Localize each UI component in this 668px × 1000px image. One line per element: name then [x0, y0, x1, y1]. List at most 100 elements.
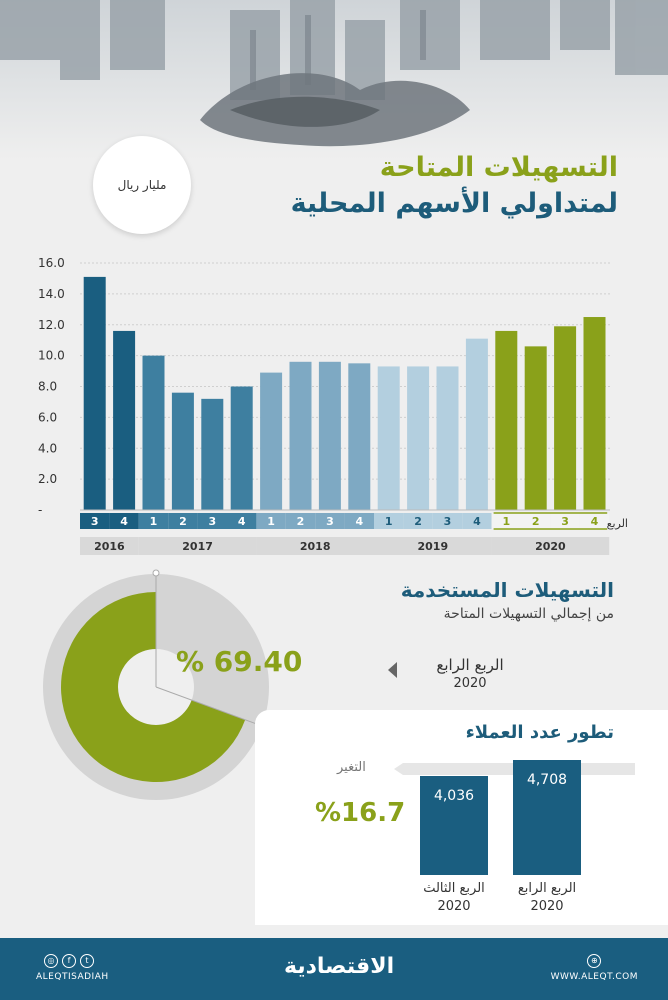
bar [289, 361, 312, 510]
y-tick-label: 4.0 [38, 441, 57, 455]
client-bar-value: 4,036 [433, 788, 475, 805]
donut-used-arc [60, 592, 246, 782]
client-bar-label: الربع الرابع 2020 [503, 880, 591, 916]
clients-heading: تطور عدد العملاء [465, 722, 614, 743]
quarter-label: 1 [267, 515, 275, 528]
quarter-cell [227, 513, 257, 529]
year-band [256, 537, 374, 555]
quarter-cell [80, 513, 110, 529]
y-tick-label: 8.0 [38, 380, 57, 394]
unit-badge: مليار ريال [93, 136, 191, 234]
bar [142, 355, 165, 510]
bar [436, 366, 459, 510]
y-tick-label: 10.0 [38, 349, 65, 363]
quarter-cell [432, 513, 463, 529]
year-band [80, 537, 139, 555]
quarter-cell [256, 513, 286, 529]
bar [583, 317, 606, 510]
used-subheading: من إجمالي التسهيلات المتاحة [443, 606, 614, 622]
bar [495, 330, 518, 510]
bar [318, 361, 341, 510]
social-icons: ◎ f t [44, 954, 109, 968]
year-label: 2016 [94, 540, 125, 553]
bar [113, 330, 136, 510]
bar [171, 392, 194, 510]
quarter-label: 4 [238, 515, 246, 528]
client-bar-year: 2020 [530, 899, 564, 914]
quarter-label: 4 [591, 515, 599, 528]
twitter-icon[interactable]: t [80, 954, 94, 968]
client-bar-label: الربع الثالث 2020 [410, 880, 498, 916]
quarter-cell [491, 513, 521, 529]
y-tick-label: 6.0 [38, 410, 57, 424]
quarter-cell [521, 513, 551, 529]
quarter-label: 4 [355, 515, 363, 528]
quarter-cell [403, 513, 433, 529]
y-tick-label: - [38, 503, 42, 517]
facilities-bar-chart: - 2.0 4.0 6.0 8.0 10.0 12.0 14.0 16.0 3 4 2016 1 2 3 4 2… [38, 256, 610, 555]
hero-image [0, 0, 668, 160]
facebook-icon[interactable]: f [62, 954, 76, 968]
bar [230, 386, 253, 510]
quarter-cell [344, 513, 374, 529]
year-label: 2018 [300, 540, 331, 553]
quarter-cell [168, 513, 198, 529]
quarter-cell [462, 513, 492, 529]
quarter-label: 2 [297, 515, 305, 528]
quarter-label: 1 [502, 515, 510, 528]
quarter-cell [109, 513, 139, 529]
title-line-2: لمتداولي الأسهم المحلية [290, 188, 618, 219]
used-percent: % 69.40 [176, 645, 303, 678]
bar [201, 398, 224, 510]
quarter-label: 1 [150, 515, 158, 528]
quarter-cell [197, 513, 227, 529]
y-tick-label: 2.0 [38, 472, 57, 486]
social-links: ◎ f t ALEQTISADIAH [36, 954, 109, 982]
y-tick-label: 14.0 [38, 287, 65, 301]
used-section-heading: التسهيلات المستخدمة من إجمالي التسهيلات … [401, 578, 614, 622]
quarter-cell [138, 513, 169, 529]
bar [377, 366, 400, 510]
client-bar: 4,036 [420, 776, 488, 875]
quarter-cell [579, 513, 610, 529]
quarter-label: 2 [532, 515, 540, 528]
used-heading: التسهيلات المستخدمة [400, 578, 614, 602]
main-title: التسهيلات المتاحة لمتداولي الأسهم المحلي… [198, 150, 618, 222]
quarter-axis-label: الربع [606, 517, 628, 530]
bar [465, 338, 488, 510]
social-handle[interactable]: ALEQTISADIAH [36, 972, 109, 982]
used-period-quarter: الربع الرابع [436, 656, 504, 674]
year-band [491, 537, 610, 555]
client-bar: 4,708 [513, 760, 581, 875]
website-url: WWW.ALEQT.COM [550, 972, 638, 982]
globe-icon: ⊕ [587, 954, 602, 968]
used-donut-chart [43, 569, 280, 800]
clients-panel: تطور عدد العملاء التغير %16.7 4,708 الربع… [255, 710, 668, 925]
quarter-label: 3 [208, 515, 216, 528]
year-label: 2019 [417, 540, 448, 553]
client-bar-year: 2020 [437, 899, 471, 914]
quarter-label: 3 [91, 515, 99, 528]
quarter-label: 3 [444, 515, 452, 528]
client-bar-value: 4,708 [526, 772, 568, 788]
donut-leader-dot-top [152, 569, 160, 577]
used-period-year: 2020 [453, 676, 487, 691]
year-label: 2017 [182, 540, 213, 553]
instagram-icon[interactable]: ◎ [44, 954, 58, 968]
pointer-arrow-icon [388, 662, 397, 678]
bar [348, 363, 371, 510]
website-link[interactable]: ⊕ WWW.ALEQT.COM [551, 954, 638, 982]
quarter-cell [315, 513, 345, 529]
quarter-label: 3 [561, 515, 569, 528]
change-label: التغير [337, 760, 366, 775]
client-bar-quarter: الربع الرابع [517, 881, 577, 896]
brand-logo: الاقتصادية [284, 954, 395, 979]
quarter-label: 4 [120, 515, 128, 528]
year-band [138, 537, 257, 555]
quarter-cell [374, 513, 404, 529]
bar [554, 326, 577, 510]
bar [524, 346, 547, 510]
y-tick-label: 12.0 [38, 318, 65, 332]
bar [407, 366, 430, 510]
quarter-label: 2 [179, 515, 187, 528]
